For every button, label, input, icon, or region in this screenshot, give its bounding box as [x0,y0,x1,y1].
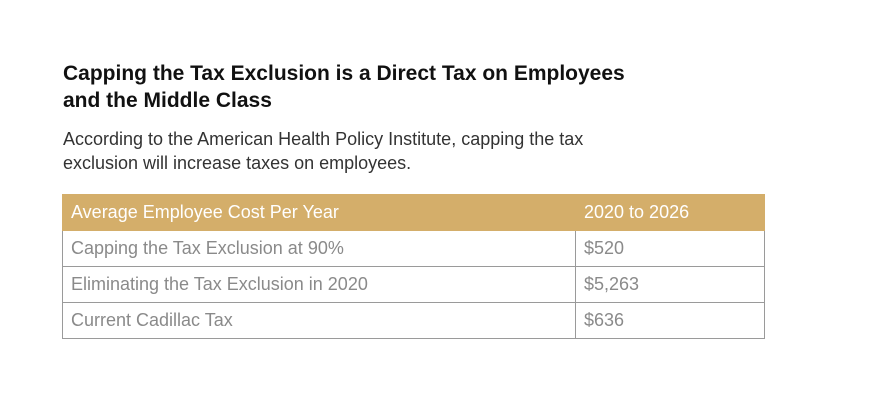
row-label: Eliminating the Tax Exclusion in 2020 [62,266,576,303]
table-row: Eliminating the Tax Exclusion in 2020 $5… [62,266,765,303]
table-row: Current Cadillac Tax $636 [62,302,765,339]
header-cell-label: Average Employee Cost Per Year [62,194,576,231]
table-row: Capping the Tax Exclusion at 90% $520 [62,230,765,267]
table-body: Capping the Tax Exclusion at 90% $520 El… [62,230,765,339]
row-value: $636 [575,302,765,339]
row-value: $5,263 [575,266,765,303]
header-row: Average Employee Cost Per Year 2020 to 2… [62,194,765,231]
row-label: Current Cadillac Tax [62,302,576,339]
header-cell-period: 2020 to 2026 [575,194,765,231]
page-title: Capping the Tax Exclusion is a Direct Ta… [63,62,625,112]
page-subtitle: According to the American Health Policy … [63,129,584,173]
row-label: Capping the Tax Exclusion at 90% [62,230,576,267]
cost-table: Average Employee Cost Per Year 2020 to 2… [62,194,765,339]
row-value: $520 [575,230,765,267]
table-header: Average Employee Cost Per Year 2020 to 2… [62,194,765,231]
